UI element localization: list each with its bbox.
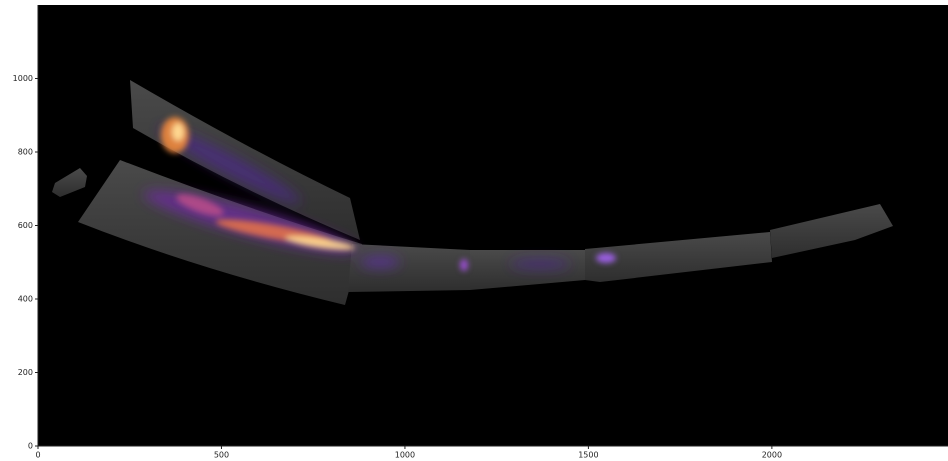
x-tick-label: 2000 xyxy=(762,451,782,460)
y-tick-label: 0 xyxy=(28,442,33,451)
chart: 0 500 1000 1500 2000 0 200 400 600 800 1000 xyxy=(0,0,948,461)
x-tick-label: 1000 xyxy=(395,451,415,460)
x-tick-label: 500 xyxy=(214,451,229,460)
y-tick-label: 400 xyxy=(18,295,33,304)
panel xyxy=(348,244,470,292)
y-tick-label: 600 xyxy=(18,221,33,230)
y-tick-label: 200 xyxy=(18,368,33,377)
y-tick-label: 800 xyxy=(18,148,33,157)
x-tick-label: 0 xyxy=(35,451,40,460)
y-tick-label: 1000 xyxy=(13,74,33,83)
x-tick-label: 1500 xyxy=(578,451,598,460)
